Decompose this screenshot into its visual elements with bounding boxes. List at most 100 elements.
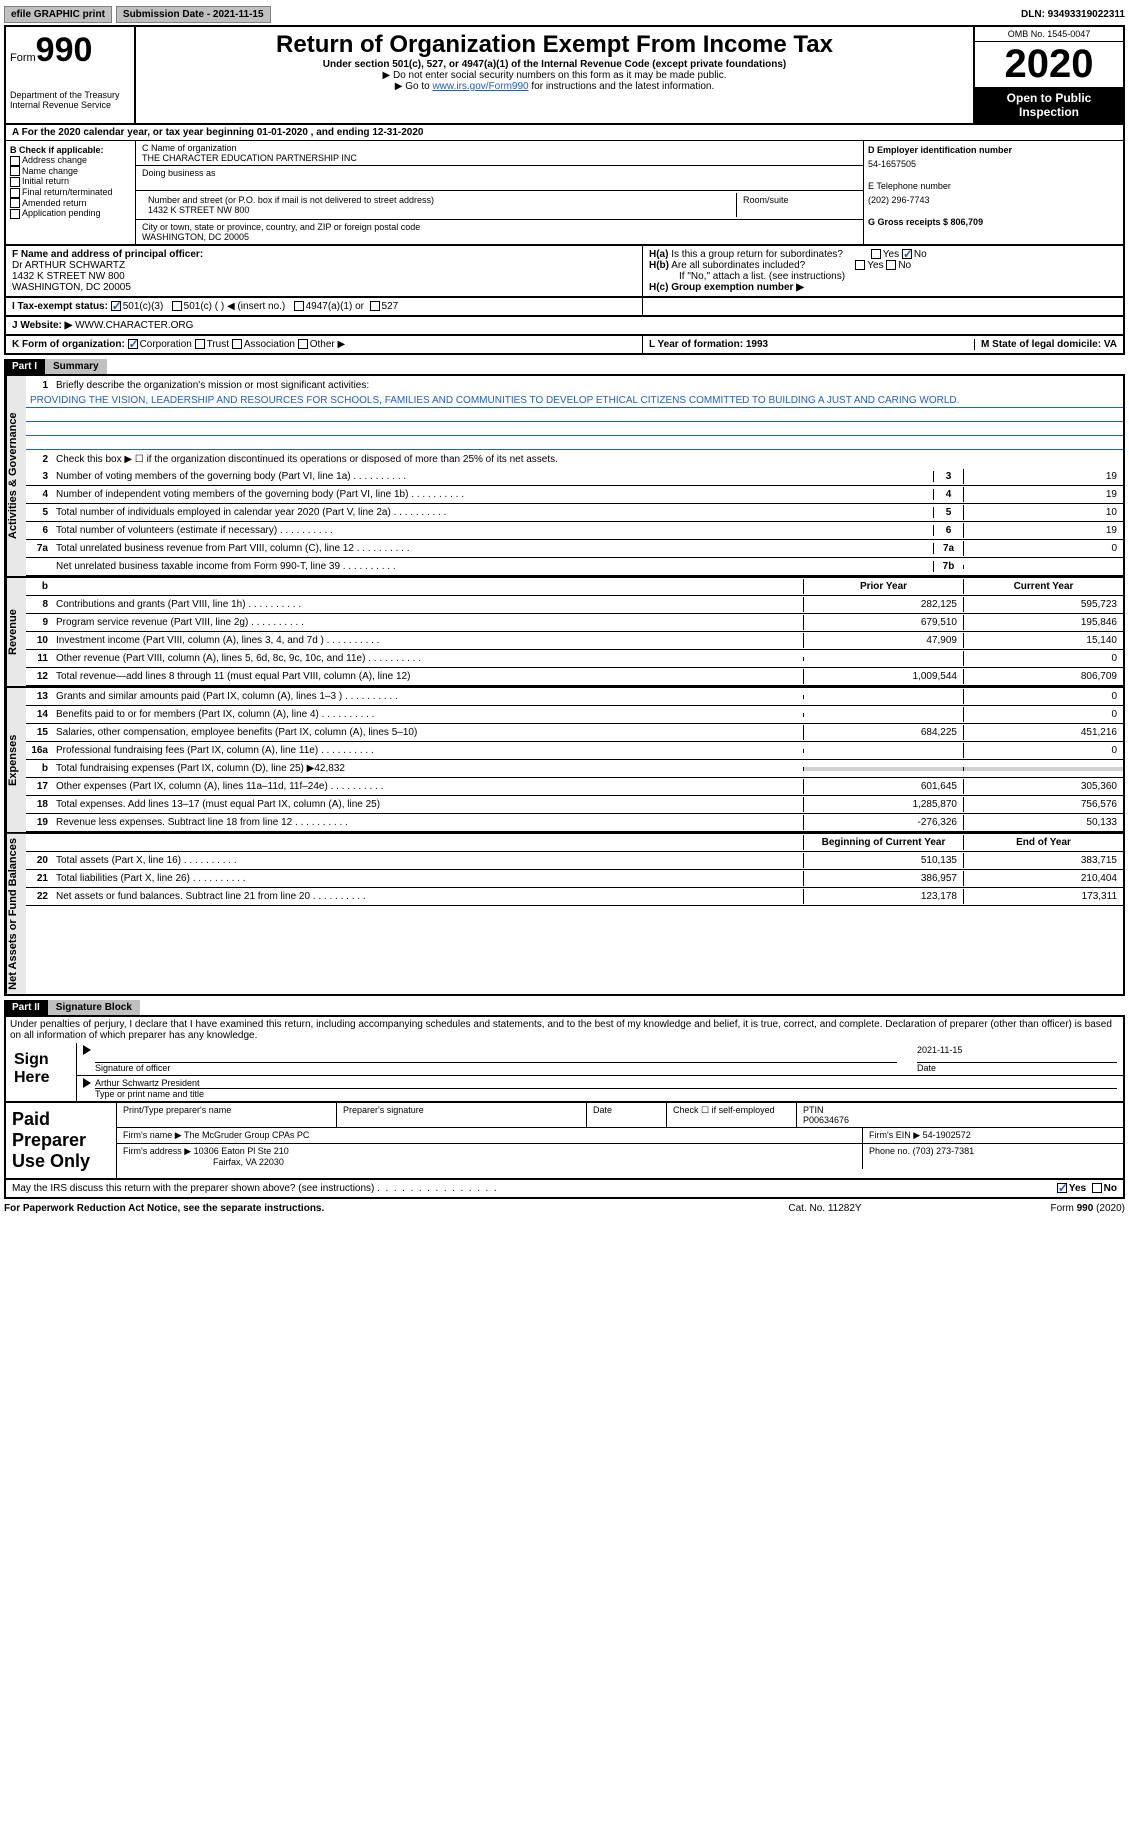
submission-date: Submission Date - 2021-11-15 xyxy=(116,6,271,23)
line9-curr: 195,846 xyxy=(963,615,1123,630)
line3-val: 19 xyxy=(963,469,1123,484)
line19-curr: 50,133 xyxy=(963,815,1123,830)
row-j-website: J Website: ▶ WWW.CHARACTER.ORG xyxy=(4,317,1125,336)
row-k-form-org: K Form of organization: Corporation Trus… xyxy=(4,336,1125,355)
cb-527[interactable] xyxy=(370,301,380,311)
cb-final-return[interactable] xyxy=(10,188,20,198)
cb-amended[interactable] xyxy=(10,198,20,208)
form-right: OMB No. 1545-0047 2020 Open to Public In… xyxy=(973,27,1123,123)
line5-label: Total number of individuals employed in … xyxy=(52,505,933,520)
exp-side-label: Expenses xyxy=(6,688,26,832)
line11-label: Other revenue (Part VIII, column (A), li… xyxy=(52,651,803,666)
cb-trust[interactable] xyxy=(195,339,205,349)
col-c-org: C Name of organization THE CHARACTER EDU… xyxy=(136,141,863,244)
cb-app-pending[interactable] xyxy=(10,209,20,219)
summary-revenue: Revenue bPrior YearCurrent Year 8Contrib… xyxy=(4,578,1125,688)
date-label: Date xyxy=(917,1063,1117,1073)
footer-mid: Cat. No. 11282Y xyxy=(725,1203,925,1214)
line22-label: Net assets or fund balances. Subtract li… xyxy=(52,889,803,904)
phone-label: E Telephone number xyxy=(868,181,1119,191)
line20-prior: 510,135 xyxy=(803,853,963,868)
line1-label: Briefly describe the organization's miss… xyxy=(52,378,1123,393)
omb-no: OMB No. 1545-0047 xyxy=(975,27,1123,42)
prep-date-label: Date xyxy=(587,1103,667,1127)
line12-label: Total revenue—add lines 8 through 11 (mu… xyxy=(52,669,803,684)
paid-preparer-section: Paid Preparer Use Only Print/Type prepar… xyxy=(4,1103,1125,1180)
arrow-icon xyxy=(83,1045,91,1055)
col-b-checkboxes: B Check if applicable: Address change Na… xyxy=(6,141,136,244)
cb-501c3[interactable] xyxy=(111,301,121,311)
form-header: Form990 Department of the Treasury Inter… xyxy=(4,25,1125,125)
efile-button[interactable]: efile GRAPHIC print xyxy=(4,6,112,23)
line15-label: Salaries, other compensation, employee b… xyxy=(52,725,803,740)
cb-assoc[interactable] xyxy=(232,339,242,349)
firm-name: The McGruder Group CPAs PC xyxy=(184,1130,309,1140)
summary-netassets: Net Assets or Fund Balances Beginning of… xyxy=(4,834,1125,996)
line14-prior xyxy=(803,713,963,717)
line17-prior: 601,645 xyxy=(803,779,963,794)
org-city: WASHINGTON, DC 20005 xyxy=(142,232,857,242)
line18-prior: 1,285,870 xyxy=(803,797,963,812)
line13-curr: 0 xyxy=(963,689,1123,704)
website: WWW.CHARACTER.ORG xyxy=(75,320,193,331)
line13-label: Grants and similar amounts paid (Part IX… xyxy=(52,689,803,704)
state-domicile: M State of legal domicile: VA xyxy=(981,339,1117,350)
officer-addr2: WASHINGTON, DC 20005 xyxy=(12,282,131,293)
cb-corp[interactable] xyxy=(128,339,138,349)
cb-initial-return[interactable] xyxy=(10,177,20,187)
summary-governance: Activities & Governance 1Briefly describ… xyxy=(4,376,1125,578)
line16a-label: Professional fundraising fees (Part IX, … xyxy=(52,743,803,758)
arrow-icon xyxy=(83,1078,91,1088)
cb-501c[interactable] xyxy=(172,301,182,311)
line16b-label: Total fundraising expenses (Part IX, col… xyxy=(52,761,803,776)
cb-4947[interactable] xyxy=(294,301,304,311)
firm-ein: 54-1902572 xyxy=(923,1130,971,1140)
line19-prior: -276,326 xyxy=(803,815,963,830)
firm-addr1: 10306 Eaton Pl Ste 210 xyxy=(194,1146,289,1156)
city-label: City or town, state or province, country… xyxy=(142,222,857,232)
part1-title: Summary xyxy=(45,359,107,374)
ptin-label: PTIN xyxy=(803,1105,1117,1115)
row-a-taxyear: A For the 2020 calendar year, or tax yea… xyxy=(4,125,1125,141)
sig-date: 2021-11-15 xyxy=(917,1045,1117,1063)
part1-hdr: Part I xyxy=(4,359,45,374)
row-fh: F Name and address of principal officer:… xyxy=(4,246,1125,298)
curr-year-hdr: Current Year xyxy=(963,579,1123,594)
mission-text: PROVIDING THE VISION, LEADERSHIP AND RES… xyxy=(26,394,1123,408)
line17-label: Other expenses (Part IX, column (A), lin… xyxy=(52,779,803,794)
cb-discuss-no[interactable] xyxy=(1092,1183,1102,1193)
line10-label: Investment income (Part VIII, column (A)… xyxy=(52,633,803,648)
dba-label: Doing business as xyxy=(142,168,857,178)
cb-hb-no[interactable] xyxy=(886,260,896,270)
line18-curr: 756,576 xyxy=(963,797,1123,812)
line3-label: Number of voting members of the governin… xyxy=(52,469,933,484)
line6-val: 19 xyxy=(963,523,1123,538)
cb-name-change[interactable] xyxy=(10,166,20,176)
org-name-label: C Name of organization xyxy=(142,143,857,153)
line21-prior: 386,957 xyxy=(803,871,963,886)
line4-val: 19 xyxy=(963,487,1123,502)
cb-ha-no[interactable] xyxy=(902,249,912,259)
rev-side-label: Revenue xyxy=(6,578,26,686)
org-name: THE CHARACTER EDUCATION PARTNERSHIP INC xyxy=(142,153,857,163)
firm-addr2: Fairfax, VA 22030 xyxy=(213,1157,284,1167)
cb-hb-yes[interactable] xyxy=(855,260,865,270)
prep-selfemp-label: Check ☐ if self-employed xyxy=(667,1103,797,1127)
form-title: Return of Organization Exempt From Incom… xyxy=(142,31,967,59)
line11-curr: 0 xyxy=(963,651,1123,666)
line17-curr: 305,360 xyxy=(963,779,1123,794)
cb-other[interactable] xyxy=(298,339,308,349)
form-center: Return of Organization Exempt From Incom… xyxy=(136,27,973,123)
cb-address-change[interactable] xyxy=(10,156,20,166)
gross-receipts: G Gross receipts $ 806,709 xyxy=(868,217,983,227)
cb-discuss-yes[interactable] xyxy=(1057,1183,1067,1193)
gov-side-label: Activities & Governance xyxy=(6,376,26,576)
open-inspection: Open to Public Inspection xyxy=(975,87,1123,123)
line15-prior: 684,225 xyxy=(803,725,963,740)
irs-link[interactable]: www.irs.gov/Form990 xyxy=(432,81,528,92)
line10-curr: 15,140 xyxy=(963,633,1123,648)
line12-prior: 1,009,544 xyxy=(803,669,963,684)
section-bcd: B Check if applicable: Address change Na… xyxy=(4,141,1125,246)
tax-year: 2020 xyxy=(975,42,1123,87)
cb-ha-yes[interactable] xyxy=(871,249,881,259)
